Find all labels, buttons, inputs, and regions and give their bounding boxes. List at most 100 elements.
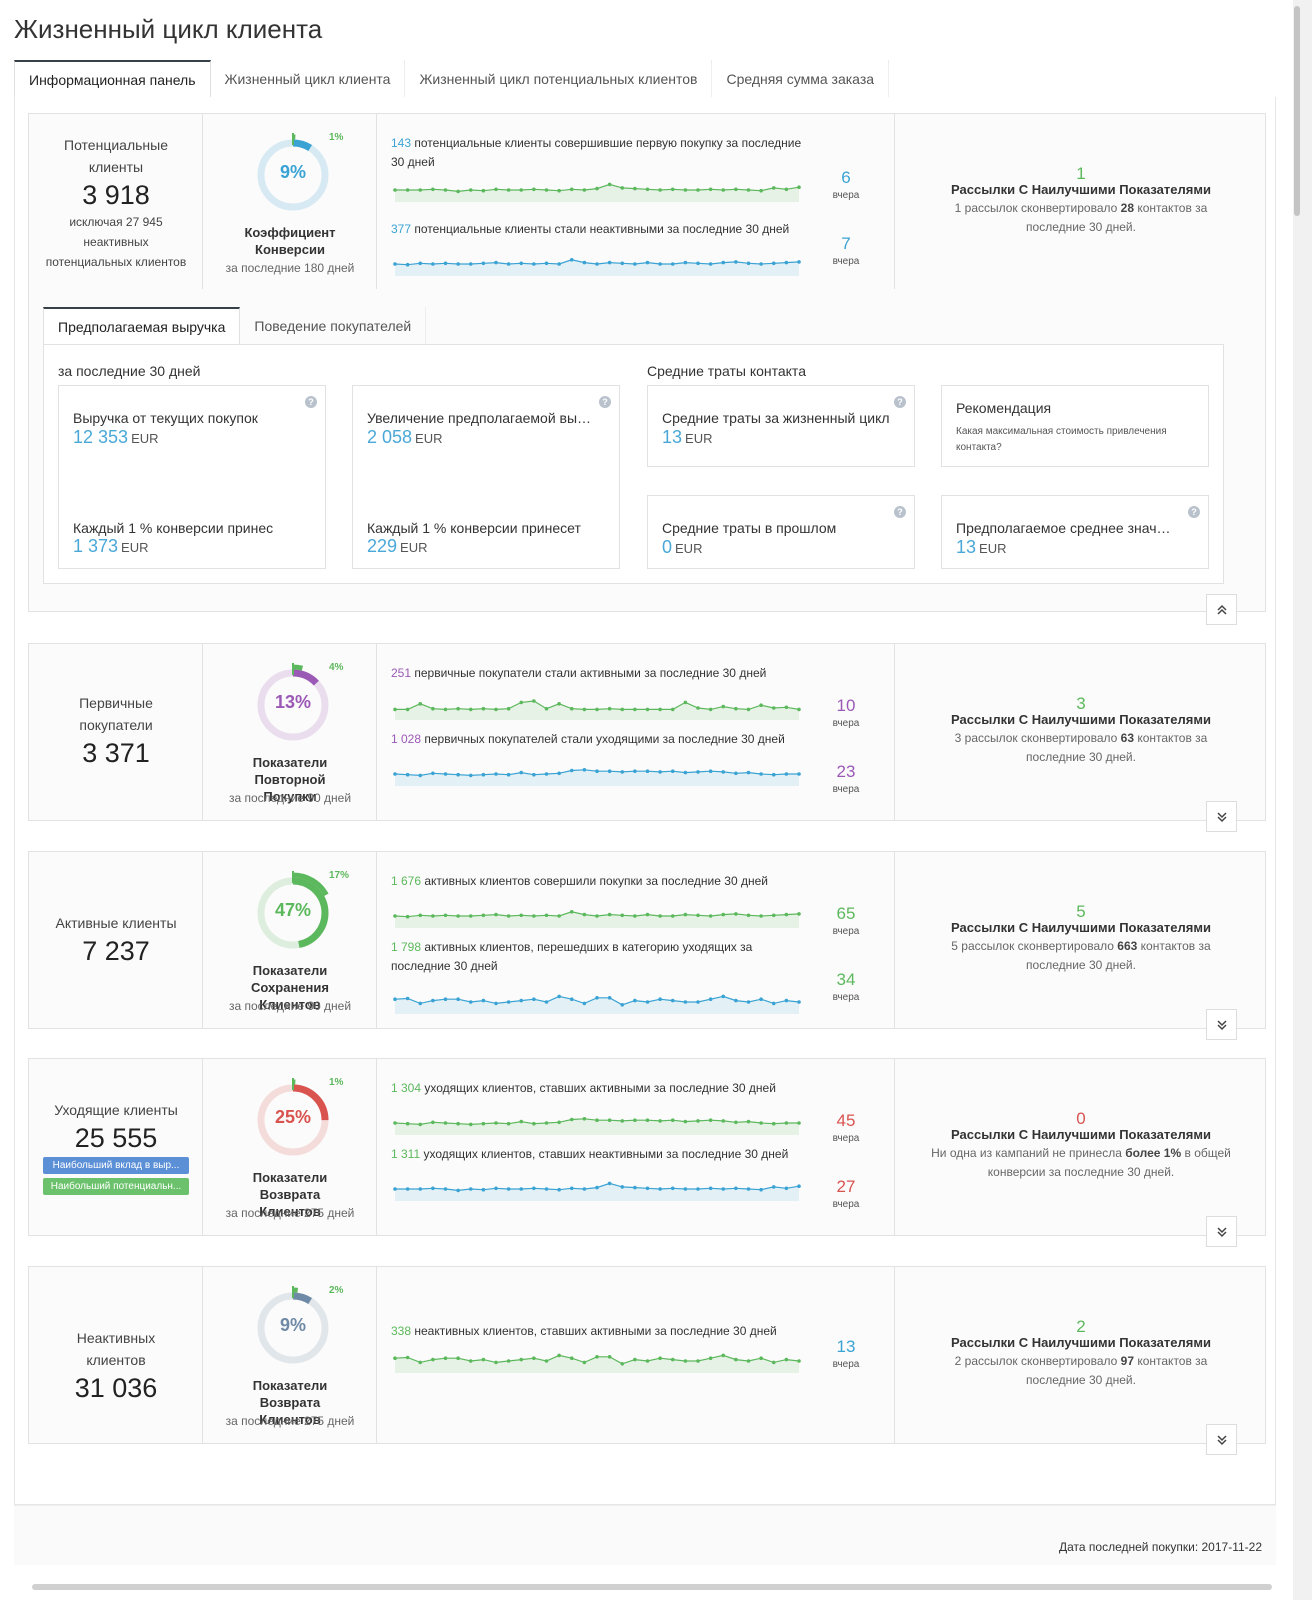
best-campaigns-count: 0 xyxy=(1076,1109,1086,1128)
vertical-scrollbar[interactable] xyxy=(1293,0,1312,1600)
segment-rate: 47% 17% Показатели Сохранения Клиентов за п… xyxy=(203,852,377,1028)
sparkline xyxy=(391,1351,803,1373)
donut-chart: 13% xyxy=(250,662,334,746)
segment-summary-inner: Неактивных клиентов 31 036 xyxy=(29,1327,203,1405)
revenue-subpanel: Предполагаемая выручка Поведение покупат… xyxy=(28,289,1266,625)
segment-badge[interactable]: Наибольший вклад в выр... xyxy=(43,1157,189,1174)
trend-count: 338 xyxy=(391,1324,412,1338)
yesterday-label: вчера xyxy=(832,1133,860,1144)
tab-expected-revenue[interactable]: Предполагаемая выручка xyxy=(43,307,241,345)
best-campaigns[interactable]: 0 Рассылки С Наилучшими Показателями Ни од… xyxy=(895,1059,1267,1235)
segment-badge[interactable]: Наибольший потенциальн... xyxy=(43,1178,189,1195)
main-tabs: Информационная панель Жизненный цикл кли… xyxy=(14,60,1276,99)
segment-summary: Потенциальные клиенты 3 918 исключая 27 94… xyxy=(29,114,203,290)
horizontal-scrollbar[interactable] xyxy=(32,1584,1272,1590)
segment-card: Первичные покупатели 3 371 13% 4% Показатели… xyxy=(28,643,1266,821)
donut-percent-label: 9% xyxy=(279,1315,306,1335)
increase-title: Увеличение предполагаемой выр... xyxy=(367,410,593,426)
lifetime-title: Средние траты за жизненный цикл xyxy=(662,410,890,426)
donut-percent-label: 9% xyxy=(279,162,306,182)
expand-button[interactable] xyxy=(1206,1009,1237,1040)
segment-trends: 143 потенциальные клиенты совершившие пе… xyxy=(377,114,895,290)
tab-average-order[interactable]: Средняя сумма заказа xyxy=(712,60,890,98)
best-campaigns[interactable]: 1 Рассылки С Наилучшими Показателями 1 рас… xyxy=(895,114,1267,290)
segment-card: Потенциальные клиенты 3 918 исключая 27 94… xyxy=(28,113,1266,291)
trend-text: 1 304 уходящих клиентов, ставших активны… xyxy=(391,1079,811,1098)
desc-highlight: 663 xyxy=(1117,939,1138,953)
best-campaigns-title: Рассылки С Наилучшими Показателями xyxy=(951,920,1211,935)
best-campaigns-count: 5 xyxy=(1076,902,1086,921)
best-campaigns-description: Ни одна из кампаний не принесла более 1%… xyxy=(915,1144,1247,1182)
segment-rate: 9% 1% Коэффициент Конверсии за последние 18… xyxy=(203,114,377,290)
avg-spend-label: Средние траты контакта xyxy=(647,363,806,379)
chevron-double-up-icon xyxy=(1216,604,1227,615)
best-campaigns[interactable]: 3 Рассылки С Наилучшими Показателями 3 рас… xyxy=(895,644,1267,820)
metric-name: Показатели Возврата Клиентов xyxy=(252,1170,328,1219)
donut-small-percent: 1% xyxy=(329,1077,344,1088)
tab-dashboard[interactable]: Информационная панель xyxy=(14,60,211,99)
chevron-double-down-icon xyxy=(1216,1226,1227,1237)
segment-summary: Неактивных клиентов 31 036 xyxy=(29,1267,203,1443)
desc-highlight: 63 xyxy=(1120,731,1134,745)
trend-text: 251 первичные покупатели стали активными… xyxy=(391,664,811,683)
yesterday-label: вчера xyxy=(832,190,860,201)
best-campaigns[interactable]: 2 Рассылки С Наилучшими Показателями 2 рас… xyxy=(895,1267,1267,1443)
segment-count: 3 371 xyxy=(82,738,150,768)
metric-period: за последние 180 дней xyxy=(225,261,355,275)
page-title: Жизненный цикл клиента xyxy=(14,14,323,44)
desc-text: контактов за последние 30 дней. xyxy=(1026,1354,1208,1387)
expand-button[interactable] xyxy=(1206,1424,1237,1455)
sparkline xyxy=(391,254,803,276)
donut-chart: 25% xyxy=(250,1077,334,1161)
revenue-box-current: ? Выручка от текущих покупок 12 353 EUR К… xyxy=(58,385,326,569)
donut-chart: 9% xyxy=(250,132,334,216)
help-icon[interactable]: ? xyxy=(599,396,611,408)
metric-name: Показатели Повторной Покупки xyxy=(252,755,328,804)
lifetime-spend-box: ? Средние траты за жизненный цикл 13 EUR xyxy=(647,385,915,467)
tab-customer-behavior[interactable]: Поведение покупателей xyxy=(240,307,427,345)
yesterday-count: 6 xyxy=(841,168,851,187)
desc-text: контактов за последние 30 дней. xyxy=(1026,939,1211,972)
segment-count: 25 555 xyxy=(74,1123,158,1153)
trend-count: 1 028 xyxy=(391,732,422,746)
scrollbar-thumb[interactable] xyxy=(1294,6,1300,216)
segment-summary: Уходящие клиенты 25 555 Наибольший вклад в… xyxy=(29,1059,203,1235)
expand-button[interactable] xyxy=(1206,1216,1237,1247)
trend-text: 143 потенциальные клиенты совершившие пе… xyxy=(391,134,811,172)
trend-description: уходящих клиентов, ставших неактивными з… xyxy=(423,1147,789,1161)
expand-button[interactable] xyxy=(1206,801,1237,832)
predicted-avg-value: 13 EUR xyxy=(956,537,1007,557)
recommendation-title: Рекомендация xyxy=(956,400,1052,416)
sparkline xyxy=(391,992,803,1014)
help-icon[interactable]: ? xyxy=(1188,506,1200,518)
trend-text: 1 311 уходящих клиентов, ставших неактив… xyxy=(391,1145,811,1164)
segment-rate: 13% 4% Показатели Повторной Покупки за посл… xyxy=(203,644,377,820)
desc-text: контактов за последние 30 дней. xyxy=(1026,731,1208,764)
donut-chart: 47% xyxy=(250,870,334,954)
tab-lead-lifecycle[interactable]: Жизненный цикл потенциальных клиентов xyxy=(405,60,713,98)
help-icon[interactable]: ? xyxy=(894,396,906,408)
help-icon[interactable]: ? xyxy=(305,396,317,408)
best-campaigns-title: Рассылки С Наилучшими Показателями xyxy=(951,1127,1211,1142)
donut-percent-label: 25% xyxy=(274,1107,312,1127)
trend-count: 143 xyxy=(391,136,412,150)
yesterday-count: 65 xyxy=(836,904,856,923)
segment-summary-inner: Активные клиенты 7 237 xyxy=(29,912,203,968)
donut-chart: 9% xyxy=(250,1285,334,1369)
segment-card: Уходящие клиенты 25 555 Наибольший вклад в… xyxy=(28,1058,1266,1236)
collapse-button[interactable] xyxy=(1206,594,1237,625)
segment-summary-inner: Уходящие клиенты 25 555 Наибольший вклад в… xyxy=(29,1099,203,1195)
chevron-double-down-icon xyxy=(1216,811,1227,822)
tab-customer-lifecycle[interactable]: Жизненный цикл клиента xyxy=(211,60,406,98)
desc-highlight: более 1% xyxy=(1125,1146,1182,1160)
best-campaigns[interactable]: 5 Рассылки С Наилучшими Показателями 5 рас… xyxy=(895,852,1267,1028)
donut-small-percent: 1% xyxy=(329,132,344,143)
segment-title: Потенциальные клиенты xyxy=(64,137,168,175)
help-icon[interactable]: ? xyxy=(894,506,906,518)
yesterday-label: вчера xyxy=(832,926,860,937)
desc-text: в общей конверсии за последние 30 дней. xyxy=(987,1146,1231,1179)
past-spend-title: Средние траты в прошлом xyxy=(662,520,837,536)
trend-count: 1 304 xyxy=(391,1081,422,1095)
trend-count: 1 311 xyxy=(391,1147,421,1161)
desc-text: 3 рассылок сконвертировало xyxy=(954,731,1121,745)
